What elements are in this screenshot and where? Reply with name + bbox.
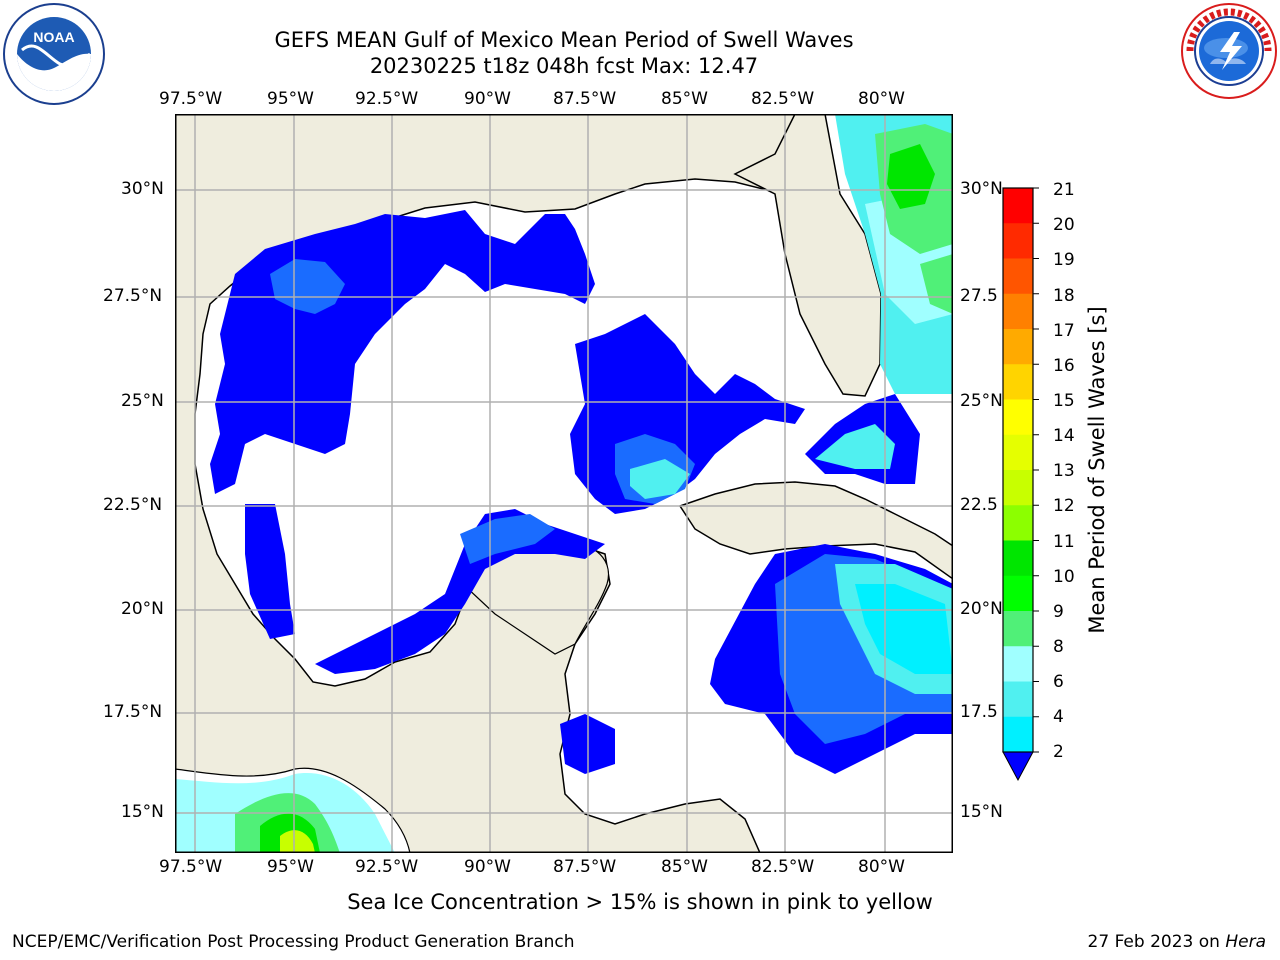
colorbar-tick: 21 (1053, 180, 1075, 200)
noaa-logo-text: NOAA (33, 29, 74, 45)
colorbar-tick: 12 (1053, 496, 1075, 516)
footer-date: 27 Feb 2023 on Hera (1088, 932, 1266, 952)
colorbar-tick: 4 (1053, 707, 1064, 727)
colorbar-cell (1003, 188, 1033, 224)
lon-label-bottom: 85°W (661, 857, 708, 877)
colorbar-cell (1003, 364, 1033, 400)
colorbar-cell (1003, 505, 1033, 541)
colorbar-tick: 20 (1053, 215, 1075, 235)
lat-label-right: 15°N (960, 802, 1003, 822)
lon-label-top: 90°W (464, 89, 511, 109)
colorbar-tick: 11 (1053, 532, 1075, 552)
colorbar-label: Mean Period of Swell Waves [s] (1085, 306, 1109, 634)
colorbar-cell (1003, 646, 1033, 682)
lat-label-right: 30°N (960, 179, 1003, 199)
lat-label-right: 27.5 (960, 286, 998, 306)
lon-label-top: 85°W (661, 89, 708, 109)
colorbar-cell (1003, 611, 1033, 647)
colorbar-tick: 13 (1053, 461, 1075, 481)
colorbar-tick: 19 (1053, 250, 1075, 270)
map-border (175, 114, 953, 853)
lon-label-top: 80°W (858, 89, 905, 109)
colorbar-tick: 18 (1053, 286, 1075, 306)
colorbar-extend-arrow (1002, 751, 1034, 782)
graticule (175, 114, 953, 853)
lon-label-top: 87.5°W (553, 89, 617, 109)
colorbar-cell (1003, 329, 1033, 365)
colorbar-cell (1003, 434, 1033, 471)
colorbar-cell (1003, 223, 1033, 259)
map-panel (175, 114, 953, 853)
lon-label-top: 82.5°W (751, 89, 815, 109)
colorbar-tick: 17 (1053, 321, 1075, 341)
colorbar-cell (1003, 258, 1033, 295)
lon-label-bottom: 87.5°W (553, 857, 617, 877)
colorbar-cell (1003, 399, 1033, 436)
lat-label-right: 20°N (960, 599, 1003, 619)
footer-date-prefix: 27 Feb 2023 on (1087, 932, 1226, 952)
colorbar-cell (1003, 681, 1033, 718)
lat-label-left: 15°N (121, 802, 164, 822)
noaa-logo: NOAA (3, 3, 105, 105)
colorbar-tick: 15 (1053, 391, 1075, 411)
lon-label-top: 97.5°W (159, 89, 223, 109)
colorbar-cell (1003, 540, 1033, 577)
colorbar (1002, 187, 1039, 782)
lat-label-right: 17.5 (960, 702, 998, 722)
colorbar-tick: 10 (1053, 567, 1075, 587)
lat-label-right: 22.5 (960, 495, 998, 515)
lat-label-left: 25°N (121, 391, 164, 411)
lon-label-bottom: 95°W (267, 857, 314, 877)
lat-label-left: 17.5°N (103, 702, 163, 722)
map-subtitle: 20230225 t18z 048h fcst Max: 12.47 (369, 54, 759, 78)
colorbar-tick: 16 (1053, 356, 1075, 376)
lat-label-left: 20°N (121, 599, 164, 619)
colorbar-tick: 9 (1053, 602, 1064, 622)
colorbar-cell (1003, 575, 1033, 612)
footer-host: Hera (1225, 932, 1266, 952)
lon-label-bottom: 97.5°W (159, 857, 223, 877)
sea-ice-note: Sea Ice Concentration > 15% is shown in … (347, 890, 933, 914)
lon-label-bottom: 90°W (464, 857, 511, 877)
footer-credit: NCEP/EMC/Verification Post Processing Pr… (12, 932, 575, 952)
lat-label-right: 25°N (960, 391, 1003, 411)
colorbar-tick: 6 (1053, 672, 1064, 692)
nws-logo (1181, 3, 1277, 99)
colorbar-tick: 14 (1053, 426, 1075, 446)
colorbar-cell (1003, 293, 1033, 330)
map-title: GEFS MEAN Gulf of Mexico Mean Period of … (274, 28, 854, 52)
lon-label-bottom: 92.5°W (355, 857, 419, 877)
colorbar-cell (1003, 716, 1033, 753)
lat-label-left: 27.5°N (103, 286, 163, 306)
colorbar-cell (1003, 470, 1033, 506)
colorbar-tick: 8 (1053, 637, 1064, 657)
lon-label-bottom: 82.5°W (751, 857, 815, 877)
lat-label-left: 30°N (121, 179, 164, 199)
lat-label-left: 22.5°N (103, 495, 163, 515)
lon-label-bottom: 80°W (858, 857, 905, 877)
lon-label-top: 95°W (267, 89, 314, 109)
lon-label-top: 92.5°W (355, 89, 419, 109)
colorbar-tick: 2 (1053, 742, 1064, 762)
